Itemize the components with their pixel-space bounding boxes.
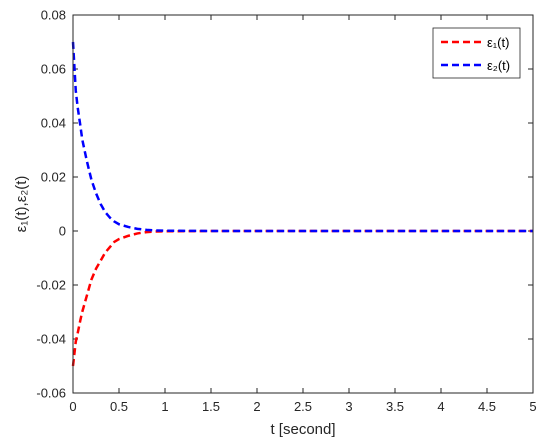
x-axis-title: t [second] xyxy=(270,421,335,438)
y-tick-label: 0.02 xyxy=(41,170,66,185)
series-line-epsilon1 xyxy=(71,229,533,367)
x-tick-label: 0.5 xyxy=(110,399,128,414)
y-tick-label: 0.08 xyxy=(41,8,66,23)
y-tick-label: -0.04 xyxy=(36,332,66,347)
series-line-epsilon2 xyxy=(71,41,533,233)
y-axis-ticks: -0.06 -0.04 -0.02 0 0.02 0.04 0.06 0.08 xyxy=(36,8,533,401)
x-tick-label: 1.5 xyxy=(202,399,220,414)
y-tick-label: -0.06 xyxy=(36,386,66,401)
x-tick-label: 3.5 xyxy=(386,399,404,414)
x-tick-label: 3 xyxy=(345,399,352,414)
x-tick-label: 4 xyxy=(437,399,444,414)
series-layer xyxy=(71,41,533,367)
x-tick-label: 1 xyxy=(161,399,168,414)
y-axis-title: ε₁(t),ε₂(t) xyxy=(13,176,30,233)
legend-label-epsilon1: ε₁(t) xyxy=(487,35,509,50)
y-tick-label: 0 xyxy=(59,224,66,239)
x-tick-label: 4.5 xyxy=(478,399,496,414)
y-tick-label: 0.04 xyxy=(41,116,66,131)
x-tick-label: 2 xyxy=(253,399,260,414)
plot-frame xyxy=(72,14,534,394)
legend: ε₁(t) ε₂(t) xyxy=(432,27,521,79)
x-tick-label: 2.5 xyxy=(294,399,312,414)
y-tick-label: -0.02 xyxy=(36,278,66,293)
legend-label-epsilon2: ε₂(t) xyxy=(487,58,510,73)
x-tick-label: 0 xyxy=(69,399,76,414)
legend-box xyxy=(432,27,521,79)
x-tick-label: 5 xyxy=(529,399,536,414)
y-tick-label: 0.06 xyxy=(41,62,66,77)
x-axis-ticks: 0 0.5 1 1.5 2 2.5 3 3.5 4 4.5 5 xyxy=(69,15,537,414)
